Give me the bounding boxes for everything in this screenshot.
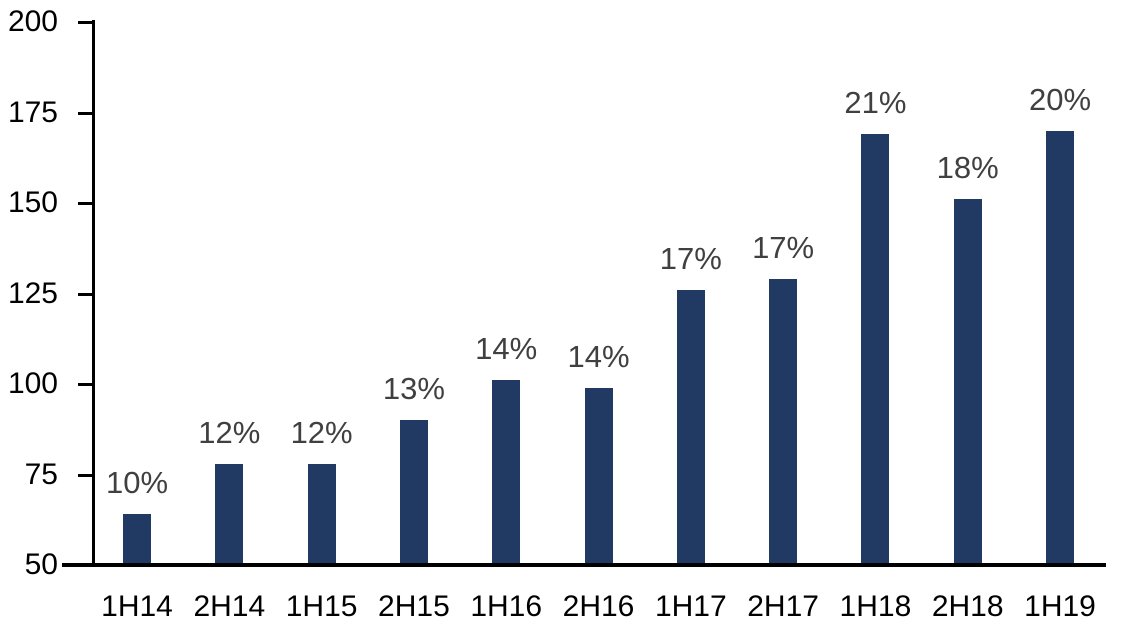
- bar-value-label: 17%: [659, 240, 722, 276]
- x-axis-label: 2H15: [378, 590, 450, 623]
- bar-value-label: 14%: [475, 331, 538, 367]
- bar: [584, 387, 613, 567]
- x-axis-label: 1H18: [839, 590, 912, 623]
- y-axis-label: 75: [24, 457, 58, 491]
- bar: [123, 514, 151, 567]
- bar-value-label: 20%: [1028, 81, 1092, 117]
- y-axis-label: 125: [7, 276, 58, 310]
- x-axis-line: [62, 563, 1106, 567]
- bar: [769, 279, 798, 567]
- y-axis-tick: [78, 383, 92, 386]
- bar: [492, 380, 521, 567]
- y-axis-label: 175: [7, 95, 58, 129]
- x-axis-label: 2H17: [747, 590, 819, 623]
- y-axis-tick: [78, 473, 92, 477]
- bar-value-label: 21%: [844, 85, 907, 121]
- y-axis-label: 200: [7, 5, 58, 38]
- y-axis-label: 50: [24, 548, 58, 581]
- y-axis-tick: [78, 111, 92, 115]
- x-axis-label: 1H17: [654, 590, 727, 623]
- bar-value-label: 17%: [752, 230, 815, 266]
- bar: [399, 420, 428, 567]
- x-axis-label: 1H19: [1024, 590, 1096, 623]
- bar: [215, 463, 244, 567]
- y-axis-tick: [78, 21, 92, 24]
- x-axis-label: 2H16: [562, 590, 635, 623]
- x-axis-label: 1H16: [470, 590, 543, 623]
- x-axis-label: 2H18: [931, 590, 1004, 623]
- bar: [861, 134, 890, 567]
- bar-value-label: 18%: [936, 150, 999, 186]
- bar: [953, 199, 982, 567]
- bar-value-label: 12%: [290, 414, 353, 450]
- y-axis-label: 100: [7, 367, 58, 400]
- bar-value-label: 10%: [105, 465, 169, 501]
- bar-value-label: 13%: [382, 371, 445, 407]
- bar: [1046, 130, 1074, 567]
- bar-value-label: 14%: [567, 338, 630, 374]
- bar-value-label: 12%: [198, 414, 261, 450]
- y-axis-label: 150: [7, 186, 58, 219]
- y-axis-tick: [78, 202, 92, 205]
- bar: [307, 463, 336, 567]
- x-axis-label: 2H14: [193, 590, 266, 623]
- x-axis-label: 1H14: [101, 590, 173, 623]
- y-axis-tick: [78, 292, 92, 296]
- x-axis-label: 1H15: [285, 590, 358, 623]
- y-axis-line: [92, 20, 95, 567]
- bar: [676, 289, 705, 567]
